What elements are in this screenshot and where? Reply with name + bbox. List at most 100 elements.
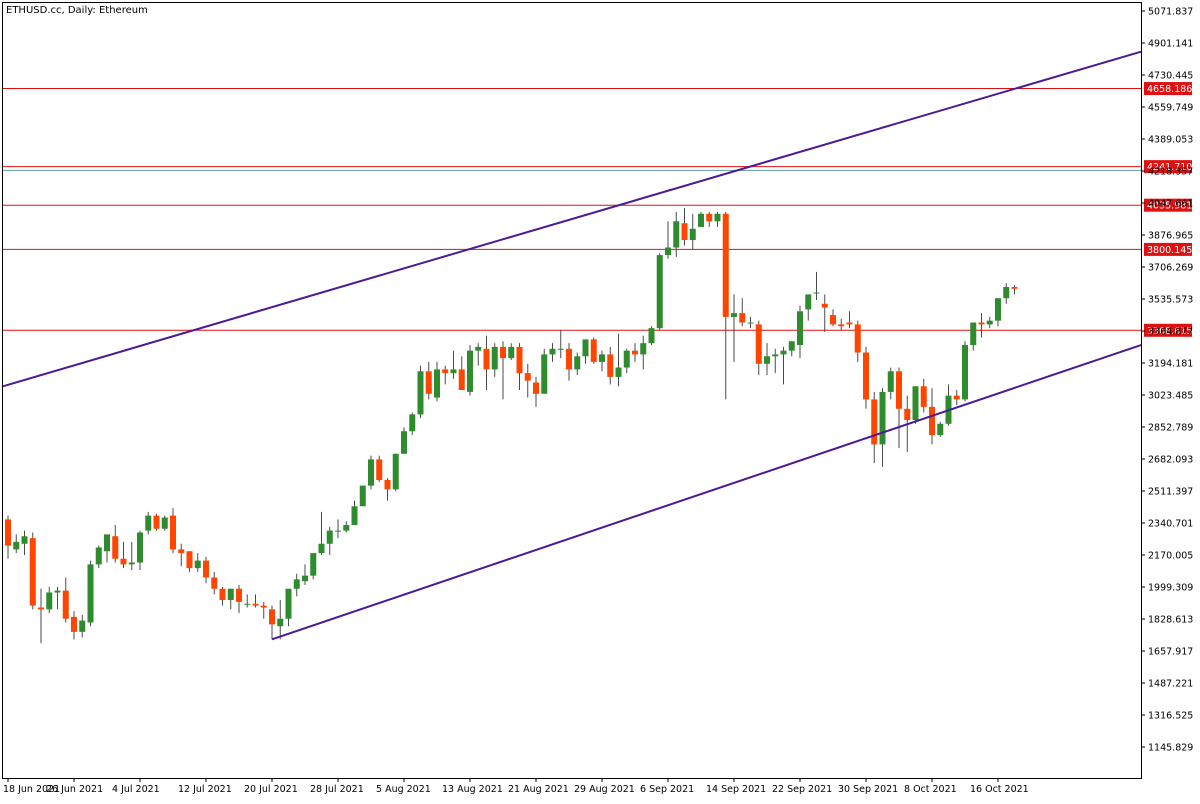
candle-body-up xyxy=(368,459,374,486)
candle-body-up xyxy=(747,322,754,324)
price-tick-label: 1487.221 xyxy=(1148,679,1193,690)
candle-body-up xyxy=(13,541,20,550)
candle-body-down xyxy=(153,515,160,529)
candle-body-up xyxy=(450,369,457,374)
candle-body-down xyxy=(38,607,44,610)
candle-body-up xyxy=(764,356,770,364)
channel-lower-trendline xyxy=(271,344,1142,641)
price-tick-label: 4901.141 xyxy=(1148,39,1193,50)
candle-body-down xyxy=(120,558,127,565)
candle-body-up xyxy=(797,311,803,346)
candle-body-up xyxy=(417,371,424,415)
candle-body-down xyxy=(929,406,935,436)
price-tick-label: 2340.701 xyxy=(1148,519,1193,530)
date-tick-label: 5 Aug 2021 xyxy=(376,784,431,795)
level-label-box xyxy=(1144,160,1192,174)
level-label-box xyxy=(1144,82,1192,96)
candle-body-up xyxy=(780,350,787,355)
candle-body-up xyxy=(467,350,473,392)
candle-body-up xyxy=(434,369,440,398)
candle-body-up xyxy=(194,560,201,569)
candle-body-up xyxy=(359,485,366,507)
candle-body-down xyxy=(170,515,176,550)
price-tick-label: 4389.053 xyxy=(1148,135,1193,146)
candle-body-up xyxy=(970,322,977,346)
price-tick-label: 3023.485 xyxy=(1148,391,1193,402)
candle-body-up xyxy=(145,515,152,531)
candle-body-up xyxy=(392,453,399,490)
candle-body-up xyxy=(937,423,944,436)
candle-body-down xyxy=(904,408,911,421)
candle-body-up xyxy=(648,328,655,344)
candle-body-up xyxy=(54,590,61,593)
candle-body-down xyxy=(632,350,638,355)
candle-body-down xyxy=(236,588,242,602)
date-tick-label: 30 Sep 2021 xyxy=(838,784,898,795)
candle-body-up xyxy=(87,564,94,623)
candle-body-up xyxy=(640,343,647,355)
candle-body-up xyxy=(912,386,919,421)
candle-body-up xyxy=(21,536,28,544)
candle-body-down xyxy=(252,603,259,606)
candle-body-up xyxy=(656,255,663,329)
candle-body-up xyxy=(673,221,680,248)
candle-body-down xyxy=(681,223,688,241)
candle-body-up xyxy=(689,228,696,241)
candle-body-up xyxy=(79,620,86,632)
candle-body-down xyxy=(178,549,185,554)
candle-body-up xyxy=(665,247,671,256)
level-label: 4035.981 xyxy=(1147,201,1192,212)
candle-body-up xyxy=(285,588,292,619)
price-tick-label: 3876.965 xyxy=(1148,231,1193,242)
date-tick-label: 22 Sep 2021 xyxy=(772,784,832,795)
price-tick-label: 5071.837 xyxy=(1148,7,1193,18)
symbol-label: ETHUSD.cc, Daily: Ethereum xyxy=(6,5,148,16)
price-tick-label: 1145.829 xyxy=(1148,743,1193,754)
candle-body-down xyxy=(830,315,836,325)
candle-body-down xyxy=(112,536,119,559)
price-tick-label: 4218.357 xyxy=(1148,167,1193,178)
candle-body-down xyxy=(566,348,572,370)
candle-body-up xyxy=(508,346,515,359)
candle-body-down xyxy=(607,354,614,377)
candle-body-down xyxy=(821,303,828,308)
candle-body-up xyxy=(887,371,894,392)
price-tick-label: 3706.269 xyxy=(1148,263,1193,274)
date-tick-label: 12 Jul 2021 xyxy=(178,784,232,795)
candle-body-down xyxy=(871,399,878,445)
candle-body-down xyxy=(896,371,902,409)
candle-body-down xyxy=(838,324,845,327)
candle-body-up xyxy=(731,313,737,317)
candle-body-up xyxy=(351,506,358,526)
date-tick-label: 14 Sep 2021 xyxy=(706,784,766,795)
candle-body-up xyxy=(698,213,704,227)
candle-body-up xyxy=(137,532,143,563)
candle-body-up xyxy=(401,431,407,454)
candle-body-down xyxy=(590,339,597,362)
candle-body-up xyxy=(599,354,605,362)
candle-body-up xyxy=(1003,286,1010,299)
candle-body-up xyxy=(582,339,589,357)
candle-body-up xyxy=(104,534,110,552)
candle-body-up xyxy=(623,350,630,368)
price-tick-label: 2170.005 xyxy=(1148,551,1193,562)
candle-body-up xyxy=(986,320,993,325)
candle-body-up xyxy=(161,517,168,529)
candle-body-up xyxy=(409,414,416,432)
level-label: 3800.145 xyxy=(1147,245,1192,256)
candle-body-down xyxy=(260,605,267,608)
candle-body-up xyxy=(541,354,548,394)
price-tick-label: 1999.309 xyxy=(1148,583,1193,594)
date-tick-label: 6 Sep 2021 xyxy=(640,784,694,795)
candle-body-up xyxy=(335,530,341,532)
candle-body-down xyxy=(71,616,77,632)
candle-body-down xyxy=(203,560,209,578)
candle-body-down xyxy=(425,371,432,394)
candle-body-down xyxy=(384,480,391,490)
candle-body-down xyxy=(62,590,69,619)
candle-body-down xyxy=(722,213,729,317)
channel-upper-trendline xyxy=(2,50,1142,388)
candle-body-up xyxy=(549,348,556,355)
date-tick-label: 16 Oct 2021 xyxy=(970,784,1029,795)
